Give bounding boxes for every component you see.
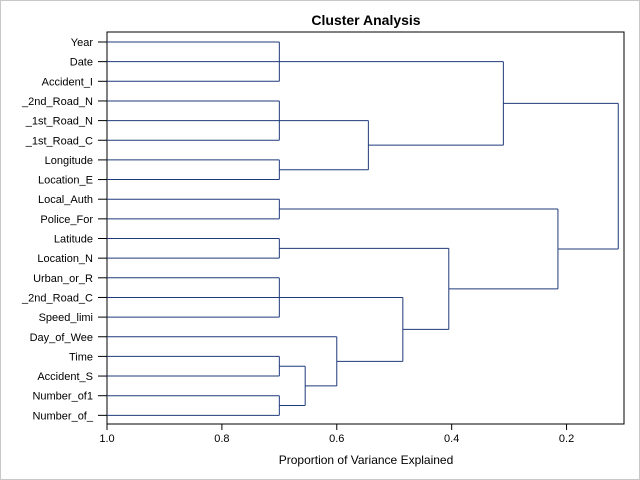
leaf-label: Urban_or_R [33, 273, 93, 285]
leaf-label: Longitude [45, 155, 93, 167]
chart-title: Cluster Analysis [311, 12, 420, 28]
x-tick-label: 0.4 [444, 433, 459, 445]
leaf-label: Number_of1 [32, 391, 93, 403]
leaf-label: Location_N [37, 253, 93, 265]
x-tick-label: 0.2 [559, 433, 574, 445]
leaf-label: Speed_limi [39, 312, 93, 324]
leaf-label: Local_Auth [38, 194, 93, 206]
x-axis-ticks: 1.0 0.8 0.6 0.4 0.2 [99, 424, 574, 445]
tick-marks [98, 41, 107, 416]
leaf-label: Day_of_Wee [30, 332, 93, 344]
leaf-label: Latitude [54, 234, 93, 246]
x-tick-label: 0.6 [329, 433, 344, 445]
leaf-label: Year [71, 37, 94, 49]
x-tick-label: 0.8 [214, 433, 229, 445]
variable-labels: Year Date Accident_I _2nd_Road_N _1st_Road_N… [21, 37, 94, 422]
leaf-label: Accident_I [42, 76, 93, 88]
leaf-label: Date [70, 57, 93, 69]
leaf-label: _2nd_Road_N [21, 96, 93, 108]
plot-area [106, 31, 625, 425]
leaf-label: _1st_Road_N [25, 116, 93, 128]
leaf-label: Number_of_ [32, 410, 93, 422]
x-axis-label: Proportion of Variance Explained [279, 453, 454, 467]
leaf-label: _1st_Road_C [25, 135, 93, 147]
leaf-label: Location_E [38, 175, 93, 187]
leaf-label: Accident_S [37, 371, 93, 383]
leaf-label: _2nd_Road_C [21, 292, 93, 304]
dendrogram-branches [107, 41, 619, 416]
leaf-label: Time [69, 351, 93, 363]
leaf-label: Police_For [40, 214, 93, 226]
x-tick-label: 1.0 [99, 433, 114, 445]
